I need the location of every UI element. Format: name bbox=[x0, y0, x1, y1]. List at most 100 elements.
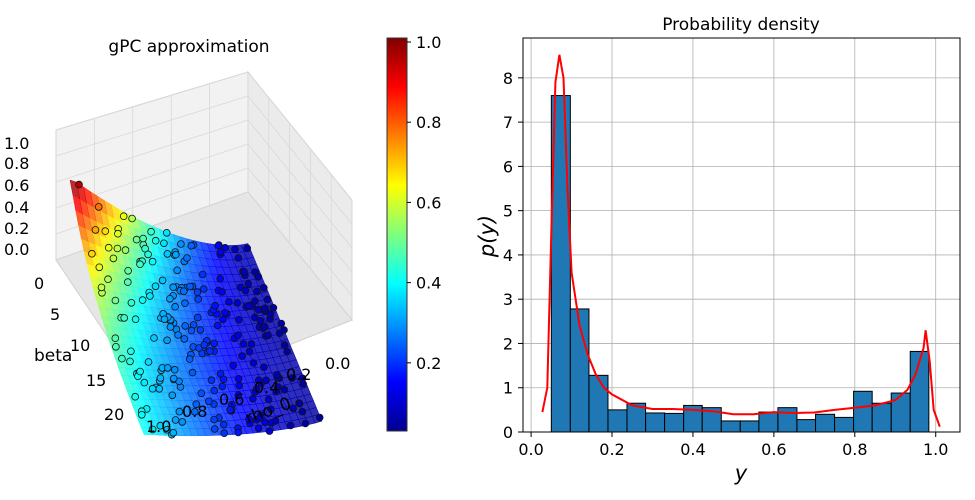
sample-point bbox=[158, 276, 167, 285]
pane-grid bbox=[55, 71, 353, 321]
sample-point bbox=[220, 420, 228, 429]
sample-point bbox=[234, 428, 243, 437]
sample-point bbox=[174, 331, 182, 339]
x-axis-label: y bbox=[734, 461, 748, 485]
sample-point bbox=[221, 308, 229, 317]
sample-point bbox=[253, 287, 261, 296]
colorbar bbox=[386, 37, 408, 432]
sample-point bbox=[245, 347, 254, 356]
kde-curve bbox=[541, 54, 941, 428]
histogram-panel: Probability density 0.0 0.2 0.4 0.6 0.8 1.0 0… bbox=[475, 15, 961, 485]
sample-point bbox=[180, 287, 188, 296]
sample-point bbox=[200, 341, 209, 349]
sample-point bbox=[295, 399, 304, 408]
sample-point bbox=[262, 376, 270, 385]
sample-point bbox=[210, 339, 219, 348]
sample-point bbox=[259, 283, 268, 292]
sample-point bbox=[187, 326, 196, 335]
sample-point bbox=[271, 417, 280, 425]
sample-point bbox=[183, 254, 191, 262]
plot-frame bbox=[522, 37, 961, 433]
x-tick-label: 0.8 bbox=[842, 440, 867, 459]
sample-point bbox=[175, 407, 184, 416]
sample-point bbox=[177, 240, 185, 248]
sample-point bbox=[166, 323, 175, 331]
sample-point bbox=[199, 285, 208, 293]
sample-point bbox=[244, 280, 253, 288]
sample-point bbox=[156, 374, 165, 382]
sample-point bbox=[273, 371, 281, 379]
sample-point bbox=[193, 288, 202, 297]
sample-point bbox=[141, 244, 149, 253]
sample-point bbox=[219, 375, 228, 384]
sample-point bbox=[188, 368, 197, 377]
sample-point bbox=[109, 254, 118, 263]
sample-point bbox=[214, 241, 223, 250]
sample-point bbox=[131, 392, 140, 401]
sample-point bbox=[113, 244, 122, 253]
sample-point bbox=[163, 336, 171, 345]
sample-point bbox=[163, 425, 171, 434]
sample-point bbox=[160, 315, 169, 324]
sample-point bbox=[315, 413, 324, 422]
y-tick-label: 0 bbox=[503, 423, 513, 442]
sample-point bbox=[120, 314, 128, 322]
sample-point bbox=[197, 389, 206, 398]
sample-point bbox=[163, 250, 172, 258]
sample-point bbox=[169, 374, 178, 383]
z-tick: 0.8 bbox=[4, 154, 29, 173]
sample-point bbox=[131, 315, 140, 324]
surface-3d-panel: gPC approximation 1.0 0.8 0.6 0.4 0.2 0.… bbox=[4, 33, 441, 439]
sample-point bbox=[127, 347, 135, 356]
sample-point bbox=[267, 405, 275, 414]
sample-point bbox=[95, 263, 104, 272]
sample-point bbox=[163, 364, 172, 372]
sample-point bbox=[207, 376, 216, 385]
sample-point bbox=[216, 248, 225, 257]
sample-point bbox=[104, 243, 113, 252]
hist-bars bbox=[550, 95, 930, 433]
sample-point bbox=[205, 397, 213, 406]
sample-point bbox=[111, 334, 120, 343]
sample-point bbox=[247, 340, 256, 348]
z-axis-ticks: 1.0 0.8 0.6 0.4 0.2 0.0 bbox=[4, 134, 29, 259]
sample-point bbox=[166, 294, 174, 303]
sample-point bbox=[234, 391, 243, 400]
sample-point bbox=[194, 295, 203, 303]
sample-point bbox=[91, 226, 100, 234]
sample-point bbox=[75, 180, 83, 189]
sample-point bbox=[260, 363, 268, 372]
sample-point bbox=[136, 260, 144, 269]
plot-area bbox=[523, 38, 960, 432]
y-tick-label: 7 bbox=[503, 113, 513, 132]
sample-point bbox=[186, 282, 194, 291]
sample-point bbox=[211, 301, 219, 310]
sample-point bbox=[171, 416, 180, 424]
sample-point bbox=[263, 295, 272, 304]
sample-point bbox=[138, 410, 146, 419]
sample-point bbox=[252, 385, 261, 393]
sample-point bbox=[245, 415, 253, 423]
y-axis-ticks: 0 1 2 3 4 5 6 7 8 bbox=[503, 69, 523, 442]
sample-point bbox=[206, 347, 214, 355]
y-tick-label: 5 bbox=[503, 202, 513, 221]
z-tick: 0.4 bbox=[4, 198, 29, 217]
sample-point bbox=[254, 376, 263, 385]
colorbar-tick-label: 0.6 bbox=[416, 193, 441, 212]
histogram-bar bbox=[853, 390, 873, 433]
sample-point bbox=[150, 334, 158, 342]
sample-point bbox=[225, 297, 233, 306]
sample-point bbox=[236, 283, 245, 292]
z-tick: 0.2 bbox=[4, 219, 29, 238]
sample-point bbox=[233, 299, 242, 307]
surface-title: gPC approximation bbox=[108, 37, 269, 57]
sample-point bbox=[144, 358, 153, 366]
sample-point bbox=[249, 359, 258, 367]
sample-point bbox=[94, 203, 103, 211]
rho-tick: 0.0 bbox=[325, 354, 350, 373]
histogram-title: Probability density bbox=[662, 15, 820, 35]
sample-point bbox=[140, 378, 149, 387]
sample-point bbox=[127, 298, 136, 307]
sample-point bbox=[171, 302, 179, 311]
